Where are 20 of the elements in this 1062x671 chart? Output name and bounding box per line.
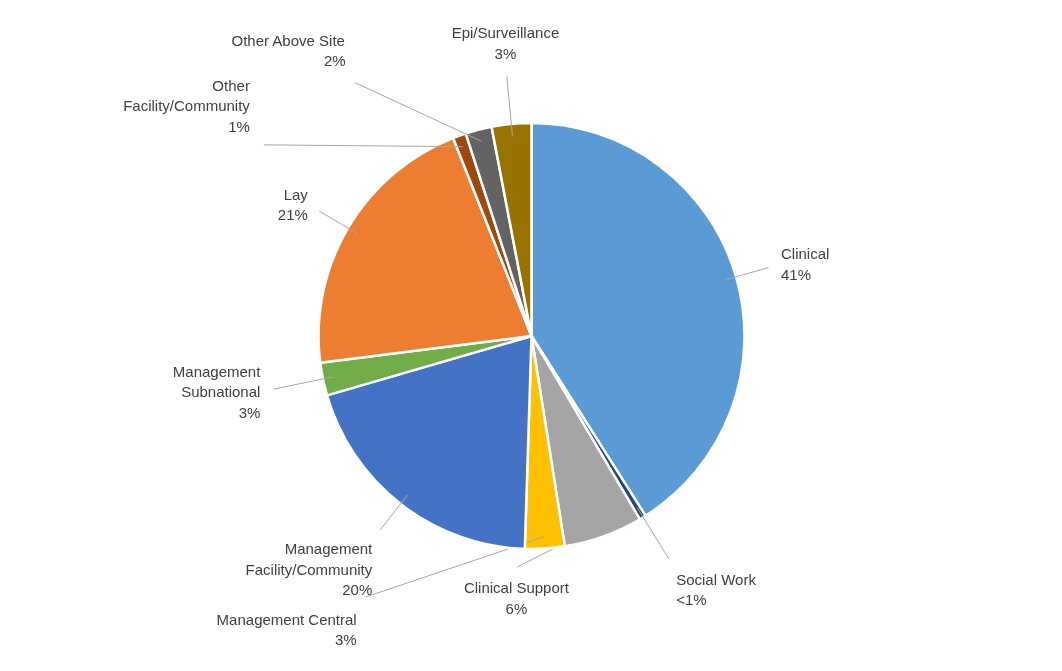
data-label: 20% [342,580,373,598]
data-label: 6% [505,599,528,617]
slice-label: Social Work [676,570,757,588]
slice-label: Management Subnational [172,362,262,401]
slice-label: Epi/Surveillance [451,24,560,42]
data-label: 2% [324,52,346,70]
data-label: 1% [228,117,250,135]
data-label: 3% [238,403,261,421]
data-label: <1% [676,591,707,609]
data-label: 41% [781,265,812,283]
slice-label: Lay [283,185,309,203]
slice-label: Management Facility/Community [245,540,374,578]
data-label: 3% [494,44,517,62]
slice-label: Clinical Support [463,579,570,597]
slice-label: Other Facility/Community [123,76,251,115]
slice-label: Management Central [216,610,357,628]
data-label: 21% [277,206,308,224]
slice-label: Other Above Site [231,31,345,49]
slice-label: Clinical [781,245,830,263]
data-label: 3% [335,631,357,649]
